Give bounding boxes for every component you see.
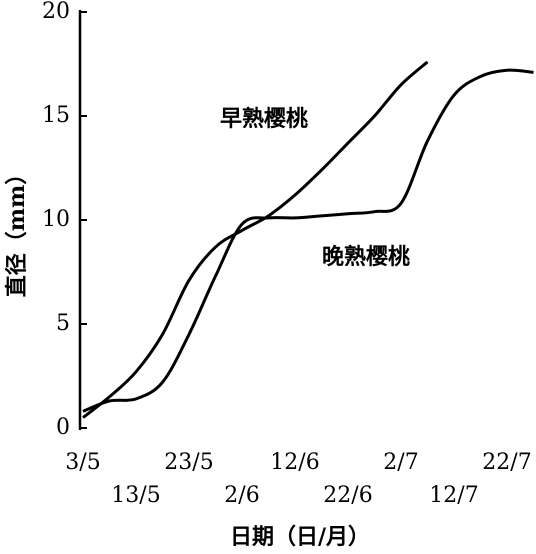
y-tick-label: 20: [42, 0, 70, 24]
x-tick-label: 23/5: [164, 450, 213, 475]
x-tick-label: 22/6: [323, 483, 372, 508]
y-tick-label: 15: [42, 103, 70, 128]
series-line: [82, 60, 429, 419]
x-tick-label: 22/7: [482, 450, 531, 475]
x-tick-label: 13/5: [111, 483, 160, 508]
x-tick-label: 2/7: [383, 450, 418, 475]
x-tick-label: 2/6: [224, 483, 259, 508]
x-tick-label: 12/7: [429, 483, 478, 508]
y-tick-label: 10: [42, 207, 70, 232]
y-axis-label: 直径（mm）: [4, 163, 30, 298]
x-tick-label: 12/6: [270, 450, 319, 475]
x-axis-label: 日期（日/月）: [230, 524, 370, 550]
x-tick-label: 3/5: [65, 450, 100, 475]
y-tick-label: 0: [56, 415, 70, 440]
series-line: [82, 68, 534, 413]
y-tick-label: 5: [56, 311, 70, 336]
series-label: 晚熟樱桃: [322, 244, 410, 270]
series-label: 早熟樱桃: [220, 106, 308, 132]
